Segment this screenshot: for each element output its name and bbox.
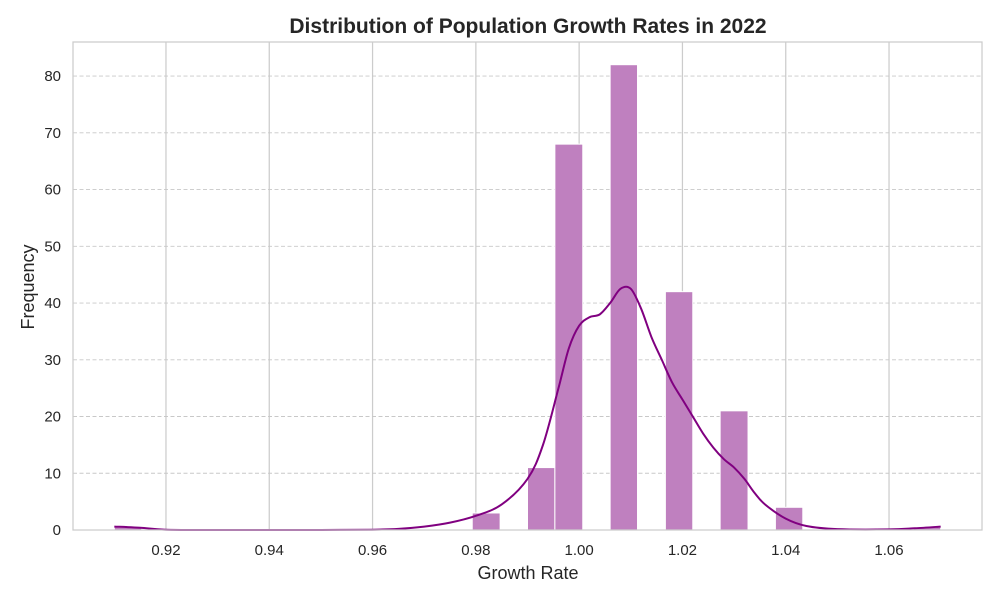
histogram-bar	[719, 410, 749, 531]
y-tick-label: 40	[44, 295, 61, 312]
kde-curve	[114, 285, 941, 531]
y-gridlines	[73, 75, 982, 474]
x-tick-label: 1.04	[771, 542, 800, 559]
y-tick-label: 70	[44, 125, 61, 142]
x-tick-label: 1.06	[874, 542, 903, 559]
plot-frame	[72, 41, 983, 531]
plot-background	[73, 42, 982, 530]
x-tick-label: 0.94	[255, 542, 284, 559]
histogram-bar	[774, 506, 804, 531]
y-tick-label: 0	[53, 522, 61, 539]
y-tick-label: 20	[44, 409, 61, 426]
y-tick-label: 60	[44, 182, 61, 199]
y-tick-label: 30	[44, 352, 61, 369]
x-tick-label: 0.96	[358, 542, 387, 559]
x-axis-label: Growth Rate	[477, 563, 578, 583]
x-tick-label: 1.02	[668, 542, 697, 559]
y-tick-label: 50	[44, 238, 61, 255]
x-gridlines	[165, 42, 890, 530]
histogram-bar	[527, 467, 556, 531]
y-tick-label: 80	[44, 68, 61, 85]
y-axis-label: Frequency	[18, 244, 38, 329]
histogram-bar	[554, 143, 584, 531]
chart-title: Distribution of Population Growth Rates …	[289, 15, 766, 38]
x-tick-labels: 0.92 0.94 0.96 0.98 1.00 1.02 1.04 1.06	[151, 542, 903, 559]
plot-area	[72, 41, 983, 531]
y-tick-labels: 0 10 20 30 40 50 60 70 80	[44, 68, 61, 539]
y-tick-label: 10	[44, 465, 61, 482]
x-tick-label: 0.92	[151, 542, 180, 559]
x-tick-label: 1.00	[565, 542, 594, 559]
x-tick-label: 0.98	[461, 542, 490, 559]
